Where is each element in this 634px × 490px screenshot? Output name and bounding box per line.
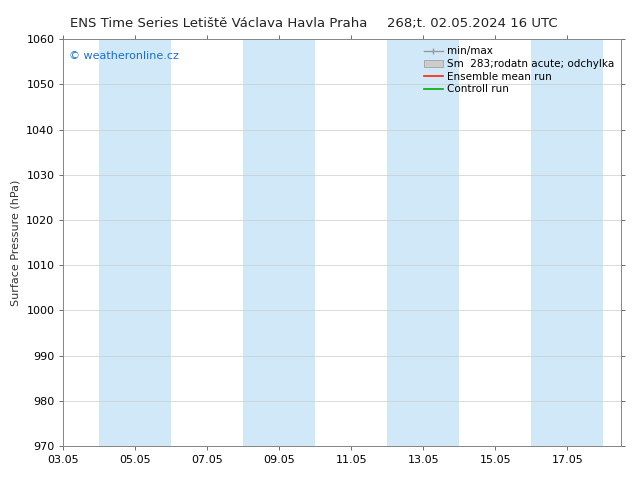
Legend: min/max, Sm  283;rodatn acute; odchylka, Ensemble mean run, Controll run: min/max, Sm 283;rodatn acute; odchylka, … [422, 45, 616, 97]
Bar [243, 39, 315, 446]
Bar [100, 39, 171, 446]
Text: 268;t. 02.05.2024 16 UTC: 268;t. 02.05.2024 16 UTC [387, 17, 558, 30]
Bar [387, 39, 460, 446]
Text: © weatheronline.cz: © weatheronline.cz [69, 51, 179, 61]
Text: ENS Time Series Letiště Václava Havla Praha: ENS Time Series Letiště Václava Havla Pr… [70, 17, 367, 30]
Y-axis label: Surface Pressure (hPa): Surface Pressure (hPa) [11, 179, 21, 306]
Bar [531, 39, 604, 446]
